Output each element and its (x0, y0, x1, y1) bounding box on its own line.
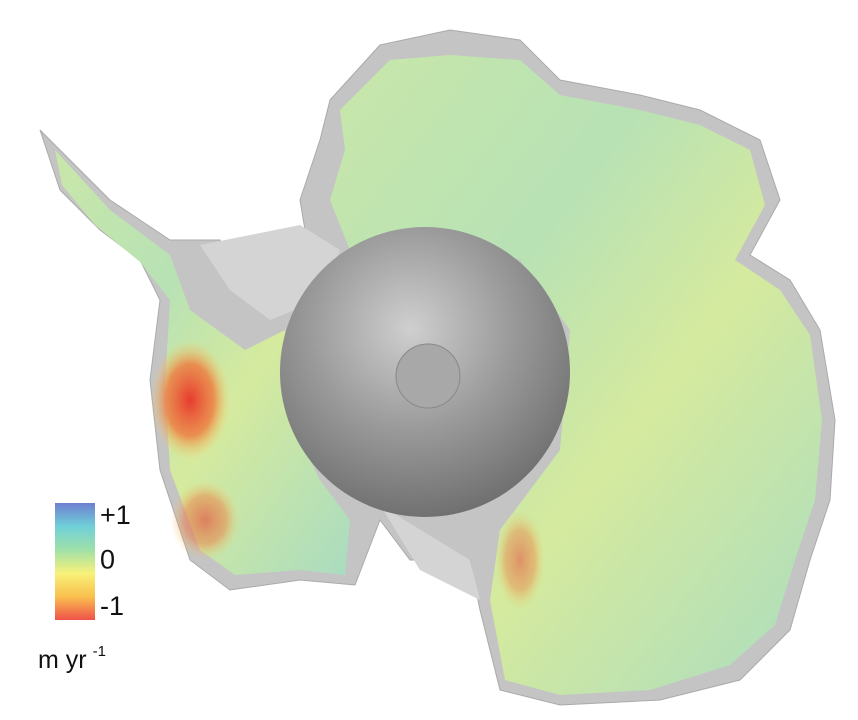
legend: m yr -1 +1 0 -1 (38, 500, 131, 674)
thinning-hotspot (170, 480, 240, 560)
thinning-hotspot (150, 340, 230, 460)
polar-hole-center (396, 344, 460, 408)
unit-exponent: -1 (93, 643, 106, 660)
color-bar-label: -1 (100, 591, 124, 621)
unit-text: m yr (38, 646, 87, 674)
color-bar-label: 0 (100, 545, 115, 575)
unit-label: m yr -1 (38, 643, 106, 674)
map: m yr -1 +1 0 -1 (0, 0, 858, 720)
color-bar-label: +1 (100, 500, 131, 530)
continent (40, 30, 835, 705)
thinning-hotspot (495, 510, 545, 610)
color-bar (55, 503, 95, 620)
